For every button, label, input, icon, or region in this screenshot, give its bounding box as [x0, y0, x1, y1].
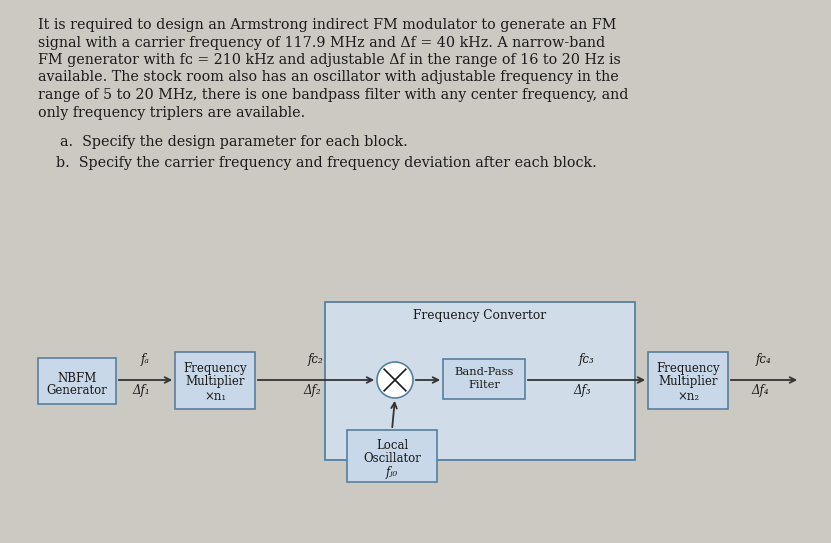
Text: It is required to design an Armstrong indirect FM modulator to generate an FM: It is required to design an Armstrong in… [38, 18, 617, 32]
Text: fⱼ₀: fⱼ₀ [386, 466, 398, 479]
Bar [325, 302, 635, 460]
Text: Band-Pass: Band-Pass [455, 367, 514, 377]
Circle shape [377, 362, 413, 398]
Text: Oscillator: Oscillator [363, 452, 421, 465]
Text: Local: Local [376, 439, 408, 452]
Text: ×n₁: ×n₁ [204, 390, 226, 403]
Text: Δf₁: Δf₁ [133, 384, 150, 397]
Text: Frequency Convertor: Frequency Convertor [414, 309, 547, 322]
Text: Generator: Generator [47, 384, 107, 397]
Bar [443, 359, 525, 399]
Text: Filter: Filter [468, 380, 500, 390]
Text: available. The stock room also has an oscillator with adjustable frequency in th: available. The stock room also has an os… [38, 71, 619, 85]
Bar [347, 430, 437, 482]
Text: fᴄ₄: fᴄ₄ [756, 353, 772, 366]
Text: fᴄ₃: fᴄ₃ [578, 353, 594, 366]
Bar [648, 352, 728, 409]
Text: Frequency: Frequency [656, 362, 720, 375]
Text: ×n₂: ×n₂ [677, 390, 699, 403]
Text: Δf₂: Δf₂ [303, 384, 321, 397]
Text: b.  Specify the carrier frequency and frequency deviation after each block.: b. Specify the carrier frequency and fre… [56, 155, 597, 169]
Bar [38, 358, 116, 404]
Text: fₐ: fₐ [141, 353, 150, 366]
Text: NBFM: NBFM [57, 372, 96, 385]
Text: Δf₃: Δf₃ [573, 384, 592, 397]
Text: a.  Specify the design parameter for each block.: a. Specify the design parameter for each… [60, 135, 408, 149]
Text: Multiplier: Multiplier [658, 375, 718, 388]
Text: fᴄ₂: fᴄ₂ [308, 353, 324, 366]
Text: Δf₄: Δf₄ [751, 384, 769, 397]
Text: Frequency: Frequency [183, 362, 247, 375]
Text: Multiplier: Multiplier [185, 375, 245, 388]
Text: only frequency triplers are available.: only frequency triplers are available. [38, 105, 305, 119]
Text: range of 5 to 20 MHz, there is one bandpass filter with any center frequency, an: range of 5 to 20 MHz, there is one bandp… [38, 88, 628, 102]
Bar [175, 352, 255, 409]
Text: signal with a carrier frequency of 117.9 MHz and Δf = 40 kHz. A narrow-band: signal with a carrier frequency of 117.9… [38, 35, 605, 49]
Text: FM generator with fᴄ = 210 kHz and adjustable Δf in the range of 16 to 20 Hz is: FM generator with fᴄ = 210 kHz and adjus… [38, 53, 621, 67]
